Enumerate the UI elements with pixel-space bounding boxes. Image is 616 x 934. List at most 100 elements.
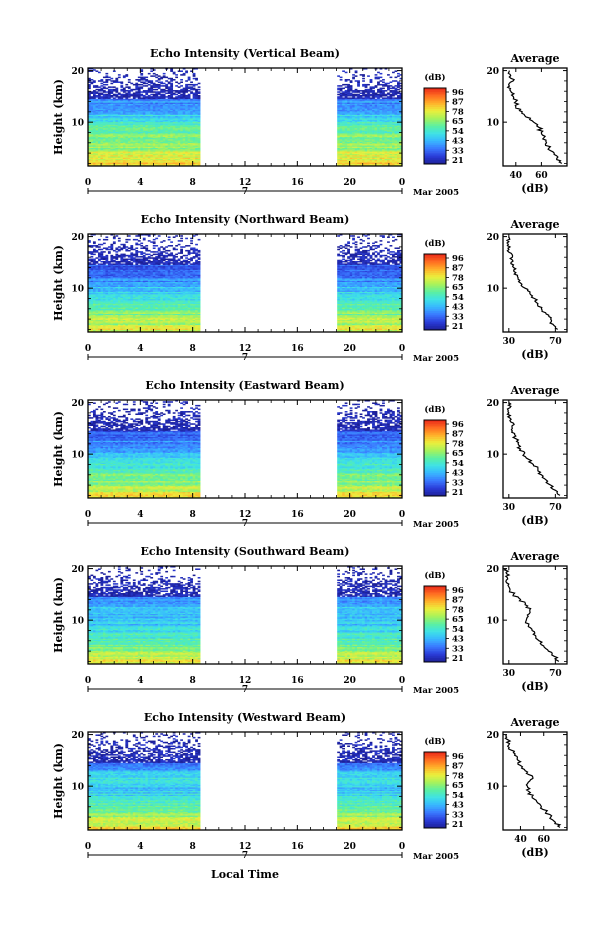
colorbar-segment <box>424 99 446 101</box>
heatmap-cell <box>342 70 345 72</box>
heatmap-cell <box>367 89 370 91</box>
heatmap-cell <box>337 91 340 93</box>
colorbar-segment <box>424 136 446 138</box>
heatmap-cell <box>105 73 108 75</box>
heatmap-cell <box>103 84 106 86</box>
heatmap-cell <box>128 79 131 81</box>
heatmap-cell <box>150 75 153 77</box>
heatmap-cell <box>355 75 358 77</box>
heatmap-cell <box>382 79 385 81</box>
heatmap-cell <box>128 90 131 92</box>
heatmap-cell <box>140 81 143 83</box>
heatmap-cell <box>158 75 161 77</box>
profile-x-label: (dB) <box>521 182 548 195</box>
heatmap-cell <box>105 91 108 93</box>
heatmap-cell <box>370 86 373 88</box>
heatmap-cell <box>198 95 201 97</box>
heatmap-cell <box>345 90 348 92</box>
heatmap-cell <box>397 75 400 77</box>
heatmap-cell <box>168 86 171 88</box>
heatmap-cell <box>110 80 113 82</box>
heatmap-cell <box>385 83 388 85</box>
heatmap-cell <box>108 79 111 81</box>
heatmap-cell <box>138 86 141 88</box>
heatmap-cell <box>153 83 156 85</box>
heatmap-cell <box>160 89 163 91</box>
heatmap-cell <box>360 93 363 95</box>
heatmap-cell <box>95 85 98 87</box>
heatmap-cell <box>195 89 198 91</box>
heatmap-cell <box>188 86 191 88</box>
heatmap-cell <box>342 91 345 93</box>
heatmap-cell <box>362 74 365 76</box>
heatmap-cell <box>190 84 193 86</box>
heatmap-cell <box>153 75 156 77</box>
panel-title: Echo Intensity (Vertical Beam) <box>150 47 340 60</box>
heatmap-cell <box>347 79 350 81</box>
heatmap-cell <box>357 94 360 96</box>
heatmap-cell <box>160 81 163 83</box>
colorbar-segment <box>424 145 446 147</box>
heatmap-cell <box>145 77 148 79</box>
heatmap-cell <box>113 97 116 99</box>
heatmap-cell <box>178 95 181 97</box>
heatmap-cell <box>165 80 168 82</box>
heatmap-cell <box>357 90 360 92</box>
heatmap-cell <box>345 72 348 74</box>
colorbar-segment <box>424 92 446 94</box>
heatmap-cell <box>135 83 138 85</box>
heatmap-cell <box>123 88 126 90</box>
x-tick-label: 8 <box>190 178 196 188</box>
colorbar-segment <box>424 141 446 143</box>
heatmap-cell <box>105 79 108 81</box>
heatmap-cell <box>163 94 166 96</box>
heatmap-cell <box>145 90 148 92</box>
heatmap-cell <box>380 84 383 86</box>
heatmap-cell <box>155 91 158 93</box>
heatmap-cell <box>340 79 343 81</box>
colorbar-tick-label: 87 <box>452 98 464 108</box>
heatmap-cell <box>98 89 101 91</box>
colorbar-segment <box>424 151 446 153</box>
colorbar-segment <box>424 101 446 103</box>
heatmap-cell <box>118 96 121 98</box>
heatmap-cell <box>397 95 400 97</box>
x-tick-label: 16 <box>291 178 304 188</box>
heatmap-cell <box>188 90 191 92</box>
colorbar-segment <box>424 109 446 111</box>
colorbar-segment <box>424 143 446 145</box>
heatmap-cell <box>133 89 136 91</box>
heatmap-cell <box>352 74 355 76</box>
heatmap-cell <box>178 90 181 92</box>
heatmap-cell <box>163 89 166 91</box>
heatmap-cell <box>130 89 133 91</box>
heatmap-cell <box>390 85 393 87</box>
heatmap-cell <box>123 99 126 101</box>
heatmap-cell <box>150 96 153 98</box>
heatmap-cell <box>93 90 96 92</box>
heatmap-cell <box>163 85 166 87</box>
heatmap-cell <box>362 80 365 82</box>
heatmap-cell <box>140 73 143 75</box>
heatmap-cell <box>100 85 103 87</box>
heatmap-cell <box>165 77 168 79</box>
heatmap-cell <box>387 74 390 76</box>
heatmap-cell <box>100 88 103 90</box>
heatmap-cell <box>133 84 136 86</box>
heatmap-cell <box>355 94 358 96</box>
heatmap-cell <box>165 93 168 95</box>
heatmap-cell <box>120 81 123 83</box>
profile-y-tick-label: 20 <box>486 67 499 77</box>
heatmap-cell <box>352 77 355 79</box>
heatmap-cell <box>113 89 116 91</box>
heatmap-cell <box>90 81 93 83</box>
heatmap-cell <box>392 90 395 92</box>
heatmap-cell <box>140 84 143 86</box>
heatmap-cell <box>392 97 395 99</box>
heatmap-cell <box>340 88 343 90</box>
colorbar-segment <box>424 107 446 109</box>
heatmap-cell <box>148 84 151 86</box>
heatmap-cell <box>377 81 380 83</box>
heatmap-cell <box>395 97 398 99</box>
heatmap-cell <box>342 88 345 90</box>
